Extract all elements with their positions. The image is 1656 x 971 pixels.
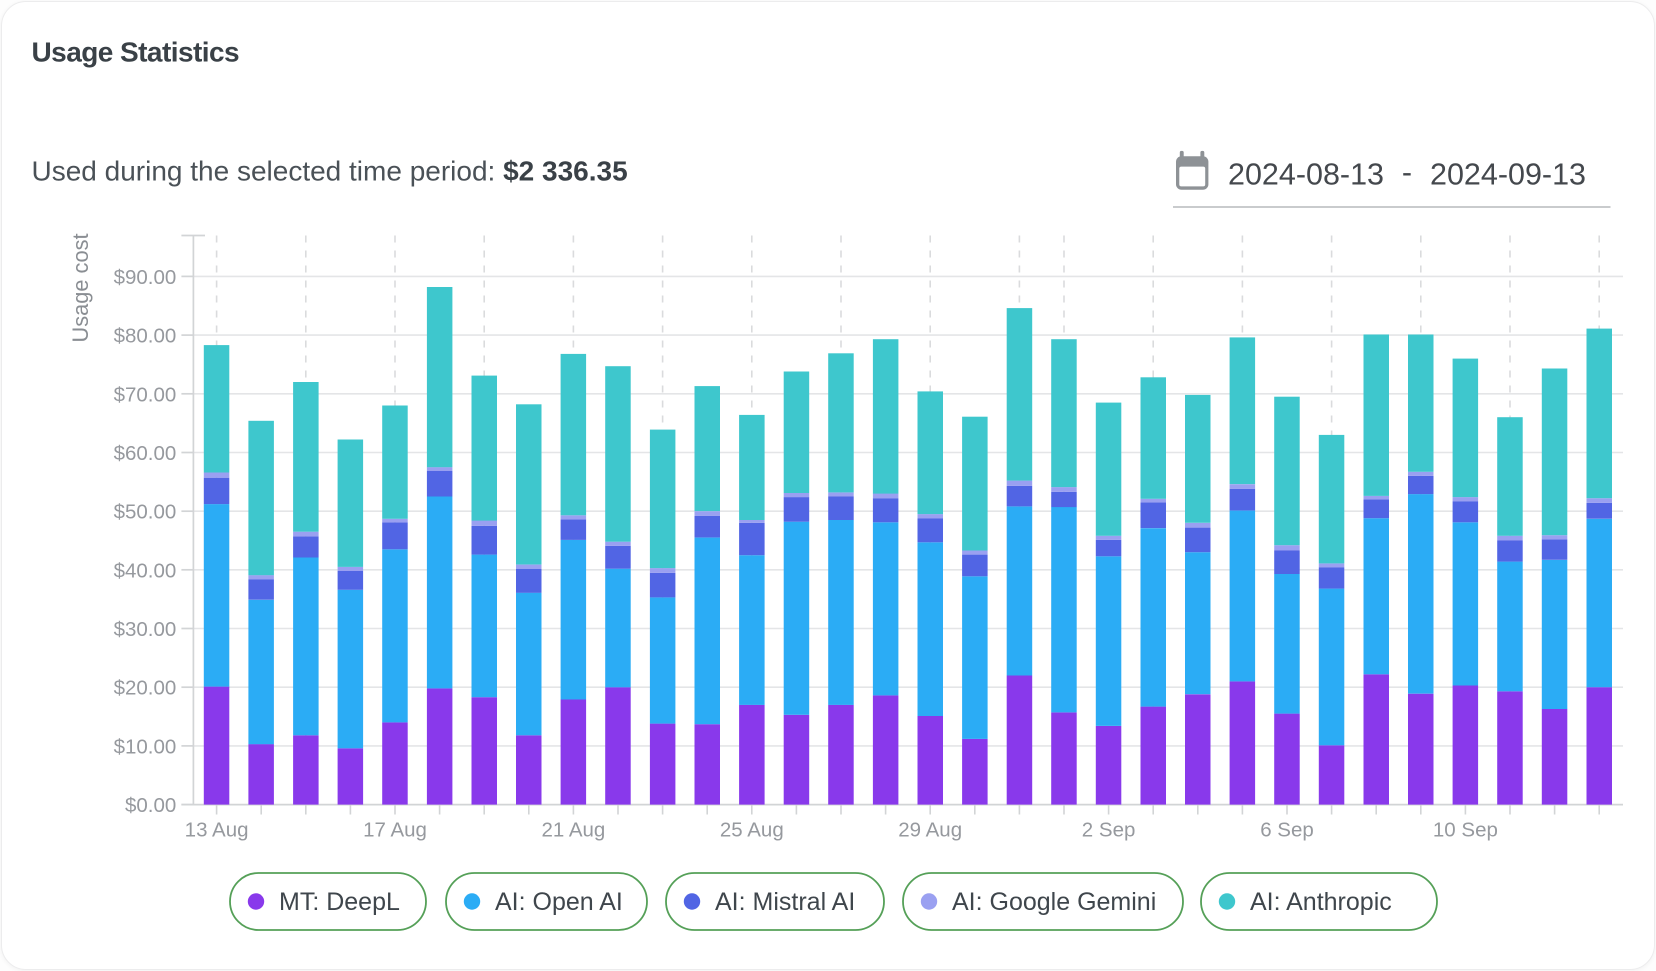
svg-text:-: - (1402, 156, 1412, 190)
svg-text:$40.00: $40.00 (114, 559, 177, 582)
svg-text:AI: Mistral AI: AI: Mistral AI (715, 888, 855, 916)
svg-text:Used during the selected time: Used during the selected time period: $2… (32, 156, 628, 187)
svg-text:$50.00: $50.00 (114, 501, 177, 524)
svg-text:17 Aug: 17 Aug (363, 819, 427, 842)
svg-text:$0.00: $0.00 (125, 794, 176, 817)
svg-text:13 Aug: 13 Aug (185, 819, 249, 842)
svg-text:$20.00: $20.00 (114, 677, 177, 700)
svg-text:AI: Open AI: AI: Open AI (495, 888, 623, 916)
svg-text:AI: Google Gemini: AI: Google Gemini (952, 888, 1156, 916)
svg-text:2024-09-13: 2024-09-13 (1430, 157, 1586, 191)
svg-text:$30.00: $30.00 (114, 618, 177, 641)
svg-text:25 Aug: 25 Aug (720, 819, 784, 842)
svg-text:21 Aug: 21 Aug (541, 819, 605, 842)
svg-text:$10.00: $10.00 (114, 735, 177, 758)
svg-text:Usage cost: Usage cost (68, 233, 93, 342)
svg-text:2 Sep: 2 Sep (1082, 819, 1136, 842)
svg-text:2024-08-13: 2024-08-13 (1228, 157, 1384, 191)
svg-text:Usage Statistics: Usage Statistics (32, 36, 240, 67)
svg-text:29 Aug: 29 Aug (898, 819, 962, 842)
svg-text:$90.00: $90.00 (114, 266, 177, 289)
svg-text:$70.00: $70.00 (114, 383, 177, 406)
svg-text:MT: DeepL: MT: DeepL (279, 888, 400, 916)
svg-text:$80.00: $80.00 (114, 325, 177, 348)
svg-text:AI: Anthropic: AI: Anthropic (1250, 888, 1392, 916)
svg-text:10 Sep: 10 Sep (1433, 819, 1498, 842)
svg-text:6 Sep: 6 Sep (1260, 819, 1314, 842)
svg-text:$60.00: $60.00 (114, 442, 177, 465)
